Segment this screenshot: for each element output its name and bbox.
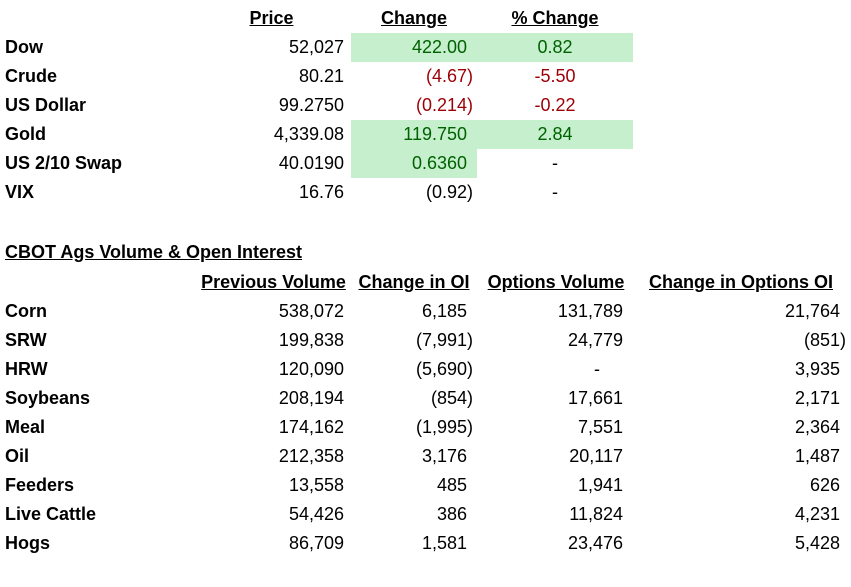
- pct-change-cell: -5.50: [534, 66, 576, 86]
- market-row-label: US Dollar: [5, 95, 87, 115]
- pct-change-cell: -: [552, 153, 558, 173]
- market-row-label: Dow: [5, 37, 43, 57]
- pct-change-cell: 0.82: [477, 33, 633, 62]
- change-cell: 0.6360: [351, 149, 477, 178]
- prev-volume-header: Previous Volume: [201, 272, 346, 292]
- change-options-oi-cell: 2,171: [794, 388, 840, 408]
- market-row-label: VIX: [5, 182, 35, 202]
- change-oi-cell: (7,991): [415, 330, 473, 350]
- market-row-label: Crude: [5, 66, 58, 86]
- pct-change-cell: -: [552, 182, 558, 202]
- change-oi-cell: (5,690): [415, 359, 473, 379]
- change-oi-cell: 386: [436, 504, 467, 524]
- change-cell: (4.67): [425, 66, 473, 86]
- change-header: Change: [380, 8, 447, 28]
- change-cell: (0.92): [425, 182, 473, 202]
- pct-change-header: % Change: [511, 8, 599, 28]
- cbot-section-title: CBOT Ags Volume & Open Interest: [5, 242, 303, 262]
- options-volume-cell: 23,476: [567, 533, 623, 553]
- options-volume-cell: 7,551: [577, 417, 623, 437]
- prev-volume-cell: 199,838: [278, 330, 344, 350]
- prev-volume-cell: 13,558: [288, 475, 344, 495]
- cbot-row-label: Hogs: [5, 533, 50, 553]
- cbot-row-label: Live Cattle: [5, 504, 97, 524]
- change-options-oi-cell: 1,487: [794, 446, 840, 466]
- options-volume-cell: 131,789: [557, 301, 623, 321]
- prev-volume-cell: 54,426: [288, 504, 344, 524]
- price-cell: 52,027: [288, 37, 344, 57]
- change-options-oi-cell: 3,935: [794, 359, 840, 379]
- change-oi-cell: 3,176: [421, 446, 467, 466]
- options-volume-header: Options Volume: [487, 272, 625, 292]
- change-options-oi-cell: 21,764: [784, 301, 840, 321]
- change-options-oi-cell: 626: [809, 475, 840, 495]
- pct-change-cell: -0.22: [534, 95, 576, 115]
- change-oi-cell: 1,581: [421, 533, 467, 553]
- price-cell: 4,339.08: [273, 124, 344, 144]
- price-cell: 16.76: [298, 182, 344, 202]
- change-options-oi-cell: 5,428: [794, 533, 840, 553]
- cbot-row-label: SRW: [5, 330, 47, 350]
- change-options-oi-cell: 4,231: [794, 504, 840, 524]
- change-oi-cell: (1,995): [415, 417, 473, 437]
- cbot-row-label: Soybeans: [5, 388, 91, 408]
- change-oi-cell: (854): [430, 388, 473, 408]
- change-oi-header: Change in OI: [358, 272, 470, 292]
- options-volume-cell: 1,941: [577, 475, 623, 495]
- cbot-row-label: Feeders: [5, 475, 75, 495]
- prev-volume-cell: 538,072: [278, 301, 344, 321]
- options-volume-cell: 20,117: [569, 446, 623, 466]
- change-oi-cell: 485: [436, 475, 467, 495]
- pct-change-cell: 2.84: [477, 120, 633, 149]
- prev-volume-cell: 212,358: [278, 446, 344, 466]
- cbot-row-label: Meal: [5, 417, 46, 437]
- options-volume-cell: 17,661: [567, 388, 623, 408]
- price-cell: 80.21: [298, 66, 344, 86]
- prev-volume-cell: 208,194: [278, 388, 344, 408]
- cbot-row-label: Oil: [5, 446, 30, 466]
- price-cell: 40.0190: [278, 153, 344, 173]
- change-options-oi-header: Change in Options OI: [649, 272, 833, 292]
- cbot-row-label: HRW: [5, 359, 48, 379]
- change-options-oi-cell: (851): [803, 330, 846, 350]
- options-volume-cell: -: [594, 359, 600, 379]
- prev-volume-cell: 120,090: [278, 359, 344, 379]
- price-header: Price: [249, 8, 294, 28]
- change-oi-cell: 6,185: [421, 301, 467, 321]
- market-row-label: Gold: [5, 124, 46, 144]
- options-volume-cell: 11,824: [569, 504, 623, 524]
- options-volume-cell: 24,779: [567, 330, 623, 350]
- prev-volume-cell: 174,162: [278, 417, 344, 437]
- change-cell: 422.00: [351, 33, 477, 62]
- cbot-row-label: Corn: [5, 301, 47, 321]
- change-options-oi-cell: 2,364: [794, 417, 840, 437]
- change-cell: 119.750: [351, 120, 477, 149]
- price-cell: 99.2750: [278, 95, 344, 115]
- prev-volume-cell: 86,709: [288, 533, 344, 553]
- change-cell: (0.214): [415, 95, 473, 115]
- market-row-label: US 2/10 Swap: [5, 153, 123, 173]
